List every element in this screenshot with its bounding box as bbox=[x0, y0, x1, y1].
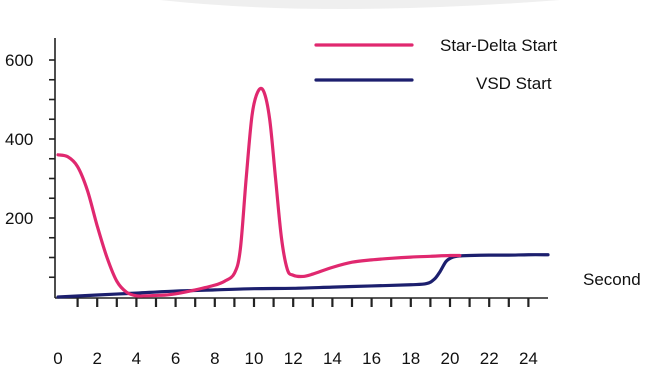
y-tick-label: 600 bbox=[5, 51, 33, 70]
x-tick-label: 14 bbox=[323, 349, 342, 368]
x-tick-label: 16 bbox=[362, 349, 381, 368]
x-tick-label: 20 bbox=[441, 349, 460, 368]
legend-label-vsd: VSD Start bbox=[476, 74, 552, 93]
x-axis-ticks: 0 2 4 6 8 10 12 14 16 18 20 22 24 bbox=[53, 298, 538, 368]
x-tick-label: 6 bbox=[171, 349, 180, 368]
top-shadow-artifact bbox=[160, 0, 560, 9]
y-tick-label: 400 bbox=[5, 130, 33, 149]
x-tick-label: 0 bbox=[53, 349, 62, 368]
x-tick-label: 22 bbox=[480, 349, 499, 368]
y-tick-label: 200 bbox=[5, 209, 33, 228]
legend-label-star-delta: Star-Delta Start bbox=[440, 36, 557, 55]
x-axis-label: Second bbox=[583, 270, 641, 289]
series-line-star-delta bbox=[58, 88, 460, 296]
y-axis-ticks: 200 400 600 bbox=[5, 51, 55, 277]
x-tick-label: 4 bbox=[132, 349, 141, 368]
x-tick-label: 12 bbox=[284, 349, 303, 368]
x-tick-label: 2 bbox=[92, 349, 101, 368]
x-tick-label: 18 bbox=[401, 349, 420, 368]
series-layer bbox=[58, 88, 548, 297]
axes bbox=[55, 38, 548, 298]
x-tick-label: 24 bbox=[519, 349, 538, 368]
x-tick-label: 8 bbox=[210, 349, 219, 368]
legend: Star-Delta Start VSD Start bbox=[316, 36, 557, 93]
x-tick-label: 10 bbox=[245, 349, 264, 368]
